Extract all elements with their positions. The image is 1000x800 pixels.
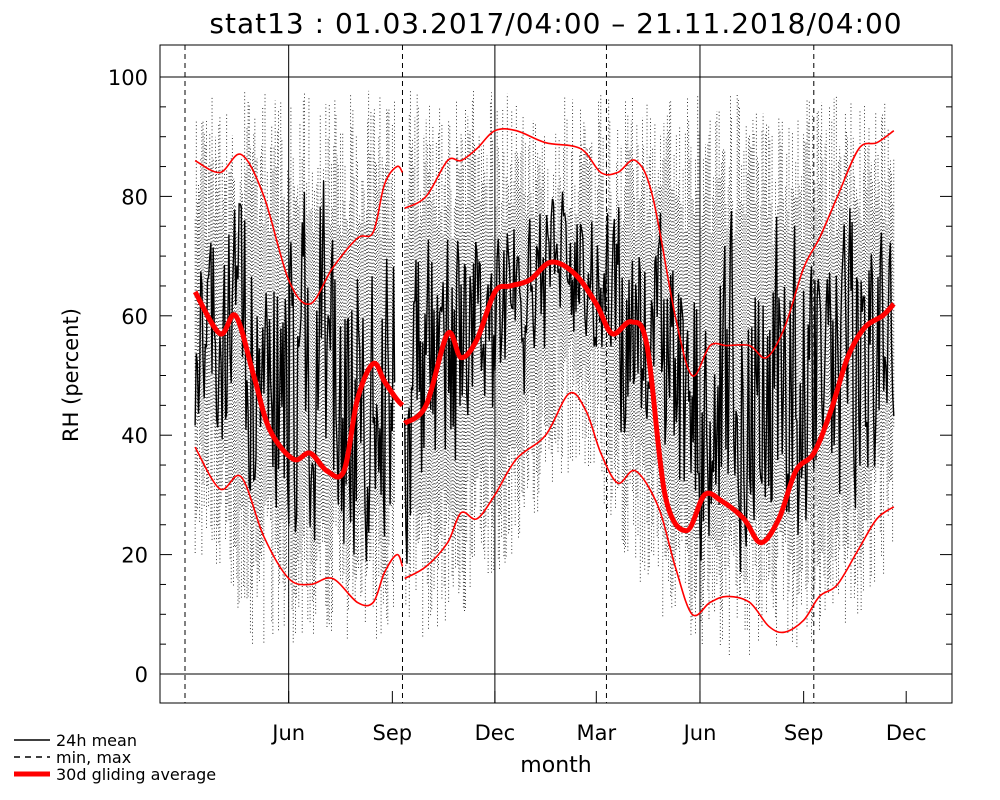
gliding-average-line xyxy=(403,259,896,546)
min-max-series xyxy=(194,89,895,656)
x-tick-label: Mar xyxy=(576,721,616,745)
x-tick-label: Dec xyxy=(475,721,516,745)
y-tick-label: 20 xyxy=(121,544,148,568)
y-tick-label: 0 xyxy=(135,663,148,687)
x-tick-label: Jun xyxy=(682,721,717,745)
y-tick-label: 80 xyxy=(121,185,148,209)
gliding-max-line xyxy=(404,128,895,377)
gliding-max-line xyxy=(194,153,404,305)
chart-title: stat13 : 01.03.2017/04:00 – 21.11.2018/0… xyxy=(209,7,902,40)
plot-area: 0 20 40 60 80 100 Jun Sep Dec Mar Jun Sep Dec xyxy=(108,44,953,745)
gliding-average-line-group xyxy=(192,259,896,546)
gliding-min-line-group xyxy=(194,391,895,634)
gliding-max-line-group xyxy=(194,128,895,377)
legend-label: 30d gliding average xyxy=(56,765,216,784)
x-tick-label: Jun xyxy=(270,721,305,745)
x-tick-label: Sep xyxy=(373,721,413,745)
gliding-average-line xyxy=(192,290,405,480)
legend-label: 24h mean xyxy=(56,731,137,750)
y-tick-label: 60 xyxy=(121,305,148,329)
y-tick-label: 40 xyxy=(121,424,148,448)
gliding-min-line xyxy=(404,391,895,634)
legend-label: min, max xyxy=(56,748,131,767)
gliding-min-line xyxy=(194,446,404,607)
y-tick-label: 100 xyxy=(108,66,148,90)
daily-mean-line xyxy=(194,180,396,562)
x-axis-label: month xyxy=(520,753,591,778)
y-axis-label: RH (percent) xyxy=(59,308,83,442)
plot-frame xyxy=(159,44,953,704)
x-tick-label: Dec xyxy=(886,721,927,745)
x-tick-label: Sep xyxy=(784,721,824,745)
